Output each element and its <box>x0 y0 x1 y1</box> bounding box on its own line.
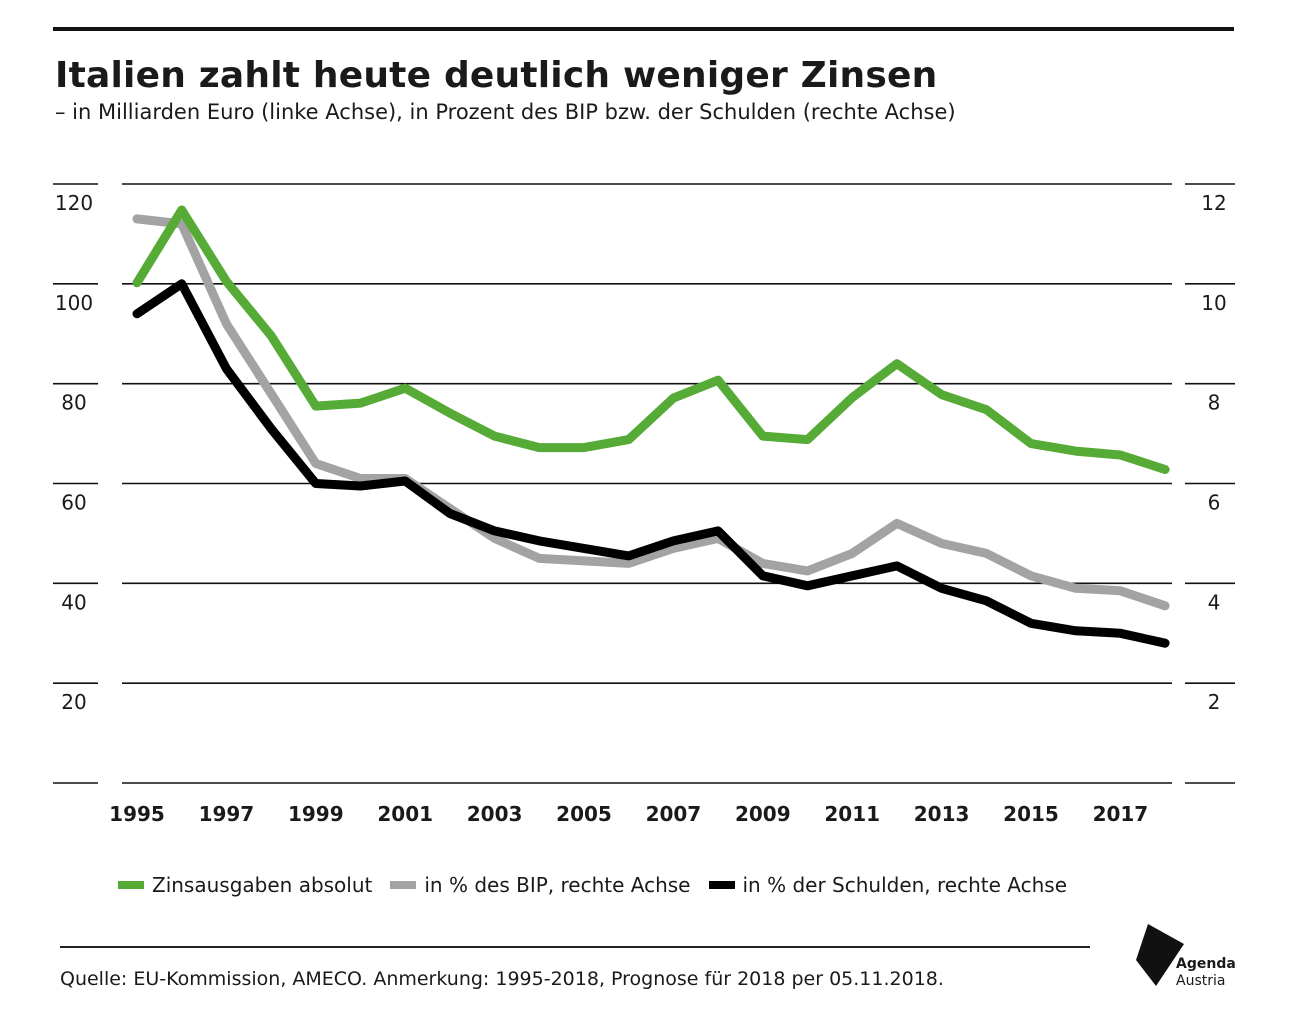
chart-title: Italien zahlt heute deutlich weniger Zin… <box>55 55 938 96</box>
legend: Zinsausgaben absolut in % des BIP, recht… <box>118 873 1085 897</box>
right-axis-tick-label: 10 <box>1201 291 1226 315</box>
series-line-0 <box>132 205 1170 474</box>
series-line-2 <box>132 279 1170 648</box>
x-axis-tick-label: 2013 <box>914 802 970 826</box>
legend-item-bip: in % des BIP, rechte Achse <box>390 873 691 897</box>
legend-label: in % des BIP, rechte Achse <box>424 873 691 897</box>
right-axis-tick-label: 2 <box>1208 690 1221 714</box>
logo-text-austria: Austria <box>1176 973 1226 989</box>
x-axis-tick-labels: 1995 1997 1999 2001 2003 2005 2007 2009 2011 2013… <box>109 802 1148 826</box>
series-line-1 <box>132 214 1170 611</box>
agenda-austria-logo <box>1136 924 1184 986</box>
x-axis-tick-label: 2009 <box>735 802 791 826</box>
series-lines <box>132 205 1170 648</box>
x-axis-tick-label: 2011 <box>824 802 880 826</box>
source-note: Quelle: EU-Kommission, AMECO. Anmerkung:… <box>60 968 944 990</box>
legend-label: in % der Schulden, rechte Achse <box>742 873 1068 897</box>
chart-subtitle: – in Milliarden Euro (linke Achse), in P… <box>55 100 956 124</box>
right-axis-tick-label: 8 <box>1208 391 1221 415</box>
right-axis-tick-label: 6 <box>1208 491 1221 515</box>
left-axis-tick-label: 120 <box>55 191 93 215</box>
gridlines <box>53 183 1235 784</box>
left-axis-tick-label: 60 <box>61 491 86 515</box>
x-axis-tick-label: 2001 <box>377 802 433 826</box>
x-axis-tick-label: 1995 <box>109 802 165 826</box>
right-axis-tick-label: 4 <box>1208 590 1221 614</box>
x-axis-tick-label: 2017 <box>1093 802 1149 826</box>
right-axis-tick-label: 12 <box>1201 191 1226 215</box>
left-axis-tick-label: 40 <box>61 590 86 614</box>
x-axis-tick-label: 2007 <box>646 802 702 826</box>
left-axis-tick-label: 20 <box>61 690 86 714</box>
left-axis-tick-label: 100 <box>55 291 93 315</box>
left-axis-tick-label: 80 <box>61 391 86 415</box>
x-axis-tick-label: 1999 <box>288 802 344 826</box>
legend-swatch-green <box>118 881 144 889</box>
x-axis-tick-label: 2003 <box>467 802 523 826</box>
logo-text-agenda: Agenda <box>1176 956 1236 972</box>
x-axis-tick-label: 1997 <box>199 802 255 826</box>
legend-swatch-black <box>708 881 735 889</box>
legend-item-zinsausgaben: Zinsausgaben absolut <box>118 873 372 897</box>
legend-label: Zinsausgaben absolut <box>152 873 373 897</box>
legend-swatch-gray <box>390 881 417 889</box>
left-axis-tick-labels: 20 40 60 80 100 120 <box>55 191 93 714</box>
x-axis-tick-label: 2005 <box>556 802 612 826</box>
top-rule <box>53 27 1234 31</box>
legend-item-schulden: in % der Schulden, rechte Achse <box>708 873 1068 897</box>
right-axis-tick-labels: 2 4 6 8 10 12 <box>1201 191 1226 714</box>
bottom-rule <box>60 946 1090 948</box>
x-axis-tick-label: 2015 <box>1003 802 1059 826</box>
